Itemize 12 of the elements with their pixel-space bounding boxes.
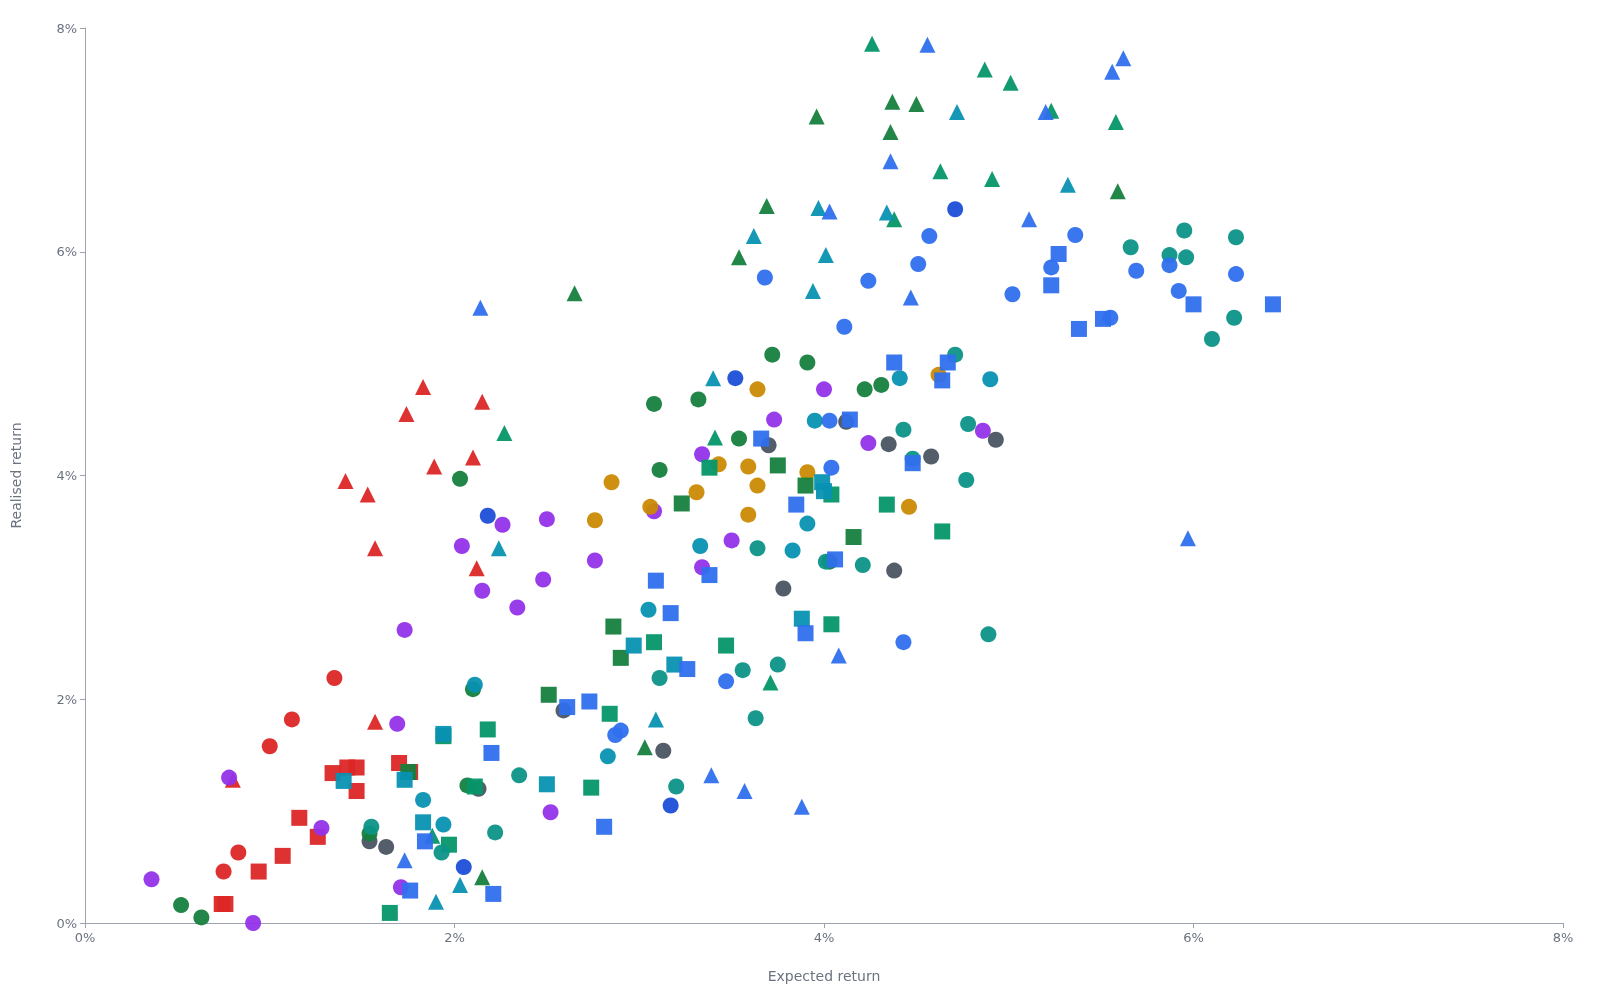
y-tick-label: 6% xyxy=(56,244,77,260)
x-tick-label: 2% xyxy=(444,930,465,945)
x-tick-label: 0% xyxy=(74,930,96,945)
x-tick-label: 6% xyxy=(1183,930,1204,945)
y-tick-label: 8% xyxy=(56,20,77,36)
x-axis-title: Expected return xyxy=(767,968,881,984)
y-axis-title: Realised return xyxy=(8,422,24,529)
x-tick-label: 4% xyxy=(813,930,835,945)
x-tick-label: 8% xyxy=(1552,930,1574,945)
y-tick-label: 4% xyxy=(56,468,77,483)
y-tick-label: 0% xyxy=(56,915,77,931)
y-tick-label: 2% xyxy=(56,691,77,707)
